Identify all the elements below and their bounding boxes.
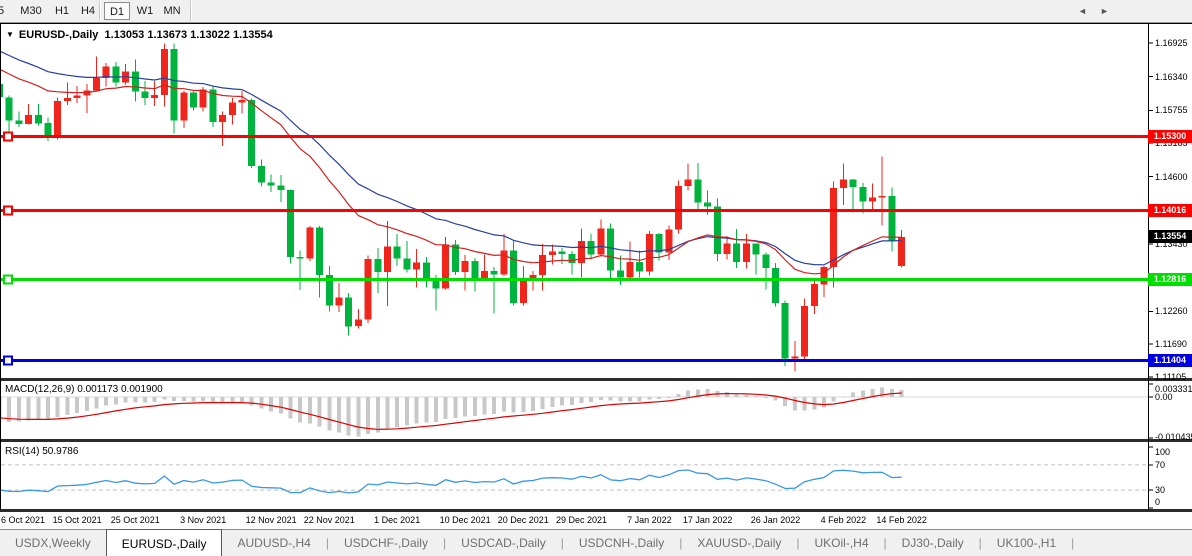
price-axis-tick: 1.15185: [1155, 138, 1188, 149]
main-chart-panel[interactable]: [0, 23, 1192, 381]
macd-indicator-label: MACD(12,26,9) 0.001173 0.001900: [5, 384, 163, 395]
macd-histogram: [1, 387, 1148, 437]
macd-axis-tick: 0.00: [1155, 392, 1173, 403]
timeframe-button-h4[interactable]: H4: [80, 5, 96, 17]
rsi-axis-tick: 30: [1155, 485, 1166, 496]
date-axis-label: 26 Jan 2022: [750, 515, 801, 525]
macd-signal-line: [1, 392, 902, 430]
rsi-axis-tick: 100: [1155, 447, 1171, 457]
rsi-axis-tick: 0: [1155, 497, 1161, 507]
moving-average-lines: [1, 51, 902, 275]
tab-separator: |: [560, 536, 564, 550]
date-axis-label: 3 Nov 2021: [180, 515, 227, 525]
macd-panel[interactable]: [0, 381, 1192, 442]
chart-left-border: [0, 24, 1, 510]
panel-splitter[interactable]: [0, 378, 1192, 381]
timeframe-button-h1[interactable]: H1: [54, 5, 70, 17]
tab-scroll-left-icon[interactable]: ◄: [1078, 6, 1087, 16]
chart-ohlc-values: 1.13053 1.13673 1.13022 1.13554: [104, 29, 273, 41]
rsi-plot: [1, 464, 1148, 494]
current-price-badge: 1.13554: [1148, 230, 1192, 244]
chart-tab-ukoil[interactable]: UKOil-,H4: [814, 536, 869, 550]
chart-tab-bar: USDX,Weekly EURUSD-,Daily AUDUSD-,H4 | USDCH…: [0, 529, 1192, 556]
tab-separator: |: [978, 536, 982, 550]
price-axis-tick: 1.16340: [1155, 71, 1188, 82]
price-axis-tick: 1.11690: [1155, 339, 1187, 350]
chart-tab-usdx[interactable]: USDX,Weekly: [15, 536, 91, 550]
price-axis-border: [1148, 24, 1149, 510]
date-axis-label: 29 Dec 2021: [555, 515, 608, 525]
date-axis-label: 12 Nov 2021: [245, 515, 297, 525]
candles: [1, 43, 906, 372]
tab-separator: |: [883, 536, 887, 550]
date-axis-label: 7 Jan 2022: [627, 515, 672, 525]
rsi-current-value: 50.9786: [42, 446, 79, 457]
toolbar-separator: [99, 1, 101, 21]
date-axis-label: 1 Dec 2021: [374, 515, 421, 525]
price-line-badge: 1.15300: [1148, 129, 1192, 143]
tab-scroll-right-icon[interactable]: ►: [1100, 6, 1109, 16]
symbol-dropdown-icon[interactable]: ▼: [6, 30, 14, 39]
macd-axis-tick: -0.010435: [1155, 432, 1192, 442]
macd-axis-tick: 0.003331: [1155, 384, 1192, 394]
toolbar-separator: [190, 1, 192, 21]
tab-separator: |: [325, 536, 329, 550]
tab-separator: |: [679, 536, 683, 550]
price-axis-tick: 1.13430: [1155, 238, 1188, 249]
rsi-indicator-label: RSI(14) 50.9786: [5, 446, 79, 457]
tab-separator: |: [442, 536, 447, 550]
chart-tab-uk100[interactable]: UK100-,H1: [996, 536, 1057, 550]
price-line-badge: 1.11404: [1148, 354, 1192, 367]
timeframe-toolbar: 5 M30 H1 H4 D1 W1 MN: [0, 0, 1192, 23]
date-axis-label: 14 Feb 2022: [876, 515, 927, 525]
date-axis-label: 4 Feb 2022: [820, 515, 867, 525]
price-axis-tick: 1.16925: [1155, 37, 1188, 48]
date-axis-label: 17 Jan 2022: [682, 515, 733, 525]
macd-current-values: 0.001173 0.001900: [77, 384, 163, 395]
support-resistance-lines[interactable]: [1, 131, 1148, 366]
date-axis-label: 10 Dec 2021: [439, 515, 491, 525]
timeframe-button-m30[interactable]: M30: [20, 5, 42, 17]
date-axis: 6 Oct 2021 15 Oct 2021 25 Oct 2021 3 Nov 20…: [0, 512, 1192, 529]
timeframe-button-5[interactable]: 5: [0, 5, 5, 17]
chart-tab-dj30[interactable]: DJ30-,Daily: [901, 536, 964, 550]
panel-splitter[interactable]: [0, 439, 1192, 442]
chart-tab-audusd[interactable]: AUDUSD-,H4: [237, 536, 311, 550]
panel-splitter[interactable]: [0, 509, 1192, 512]
date-axis-label: 20 Dec 2021: [497, 515, 549, 525]
date-axis-label: 15 Oct 2021: [52, 515, 102, 525]
rsi-axis-tick: 70: [1155, 459, 1166, 470]
price-axis-tick: 1.15755: [1155, 105, 1188, 116]
price-axis-tick: 1.14600: [1155, 171, 1188, 182]
chart-tab-xauusd[interactable]: XAUUSD-,Daily: [697, 536, 782, 550]
price-line-badge: 1.12816: [1148, 272, 1192, 286]
date-axis-label: 6 Oct 2021: [1, 515, 46, 525]
price-axis-tick: 1.12260: [1155, 306, 1188, 317]
chart-tab-eurusd[interactable]: EURUSD-,Daily: [105, 529, 223, 556]
timeframe-button-mn[interactable]: MN: [163, 5, 181, 17]
tab-separator: |: [796, 536, 800, 550]
price-axis-tick: 1.11105: [1155, 371, 1187, 382]
chart-tab-usdchf[interactable]: USDCHF-,Daily: [343, 536, 428, 550]
chart-title: ▼ EURUSD-,Daily 1.13053 1.13673 1.13022 1…: [6, 29, 273, 41]
tab-separator: |: [1071, 536, 1075, 550]
timeframe-button-d1[interactable]: D1: [104, 2, 130, 20]
chart-tab-usdcnh[interactable]: USDCNH-,Daily: [578, 536, 665, 550]
date-axis-label: 22 Nov 2021: [303, 515, 355, 525]
timeframe-button-w1[interactable]: W1: [136, 5, 154, 17]
chart-tab-usdcad[interactable]: USDCAD-,Daily: [461, 536, 546, 550]
date-axis-label: 25 Oct 2021: [110, 515, 160, 525]
price-line-badge: 1.14016: [1148, 203, 1192, 217]
chart-symbol-label: EURUSD-,Daily: [18, 29, 99, 41]
